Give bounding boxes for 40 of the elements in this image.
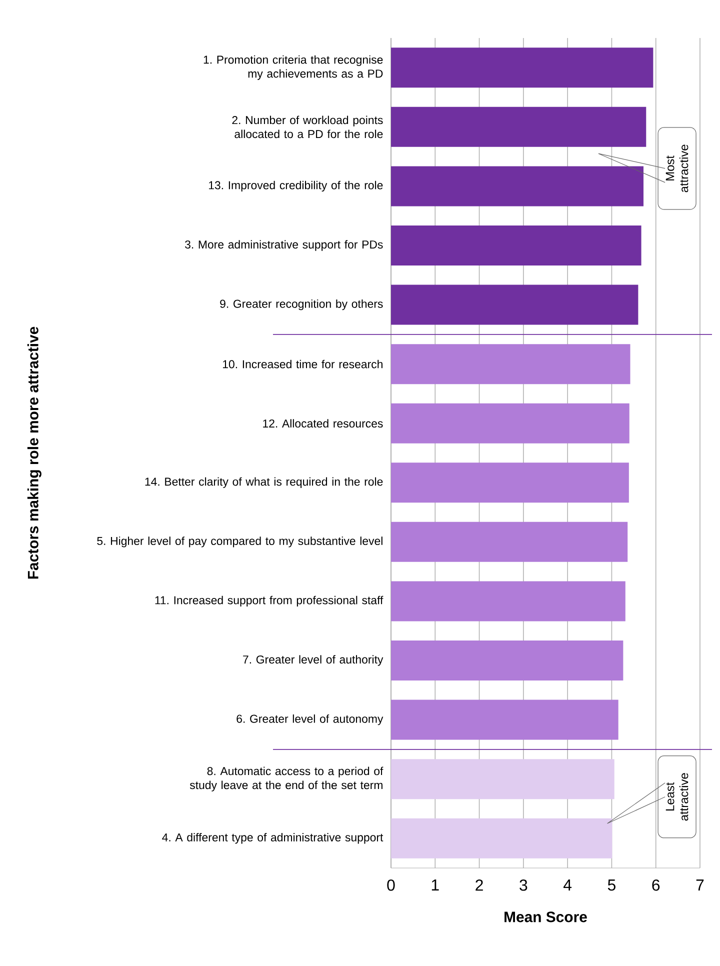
y-tick-label: 9. Greater recognition by others: [220, 299, 383, 310]
annotation: Least attractive: [666, 773, 688, 821]
x-tick-label: 2: [476, 880, 483, 891]
bar: [390, 462, 629, 503]
bar: [390, 106, 646, 147]
y-tick-label: 8. Automatic access to a period of study leave at the end of the set term: [190, 766, 384, 792]
y-tick-label: 14. Better clarity of what is required in the role: [145, 477, 383, 488]
x-tick-label: 3: [520, 880, 528, 891]
bar: [390, 344, 630, 384]
x-tick-label: 6: [652, 880, 660, 891]
y-tick-label: 10. Increased time for research: [222, 360, 382, 368]
y-tick-label: 6. Greater level of autonomy: [236, 714, 384, 726]
x-axis-title: Mean Score: [504, 912, 587, 922]
y-tick-label: 13. Improved credibility of the role: [208, 180, 383, 192]
x-tick-label: 0: [387, 880, 395, 891]
bar: [390, 759, 614, 800]
y-tick-label: 11. Increased support from professional staff: [155, 596, 384, 607]
x-tick-label: 7: [696, 880, 704, 890]
bar: [390, 581, 626, 622]
y-tick-label: 12. Allocated resources: [263, 419, 383, 428]
y-tick-label: 3. More administrative support for PDs: [185, 240, 383, 251]
bar: [390, 403, 630, 444]
bar: [390, 640, 624, 680]
x-tick-label: 4: [563, 880, 572, 890]
y-axis-title: Factors making role more attractive: [27, 326, 42, 579]
bar: [390, 284, 638, 325]
bar: [390, 700, 618, 740]
y-tick-label: 2. Number of workload points allocated to a PD for the role: [232, 116, 383, 138]
bar: [390, 48, 654, 88]
bar: [390, 226, 642, 266]
y-tick-label: 5. Higher level of pay compared to my substantive level: [97, 536, 382, 548]
y-tick-label: 4. A different type of administrative support: [162, 833, 384, 844]
annotation: Most attractive: [666, 144, 688, 192]
x-tick-label: 1: [432, 880, 439, 890]
bar: [390, 166, 644, 206]
y-tick-label: 1. Promotion criteria that recognise my achievements as a PD: [204, 55, 383, 80]
bar: [390, 522, 628, 562]
x-tick-label: 5: [608, 880, 616, 891]
bar: [390, 818, 612, 858]
y-tick-label: 7. Greater level of authority: [243, 655, 384, 666]
